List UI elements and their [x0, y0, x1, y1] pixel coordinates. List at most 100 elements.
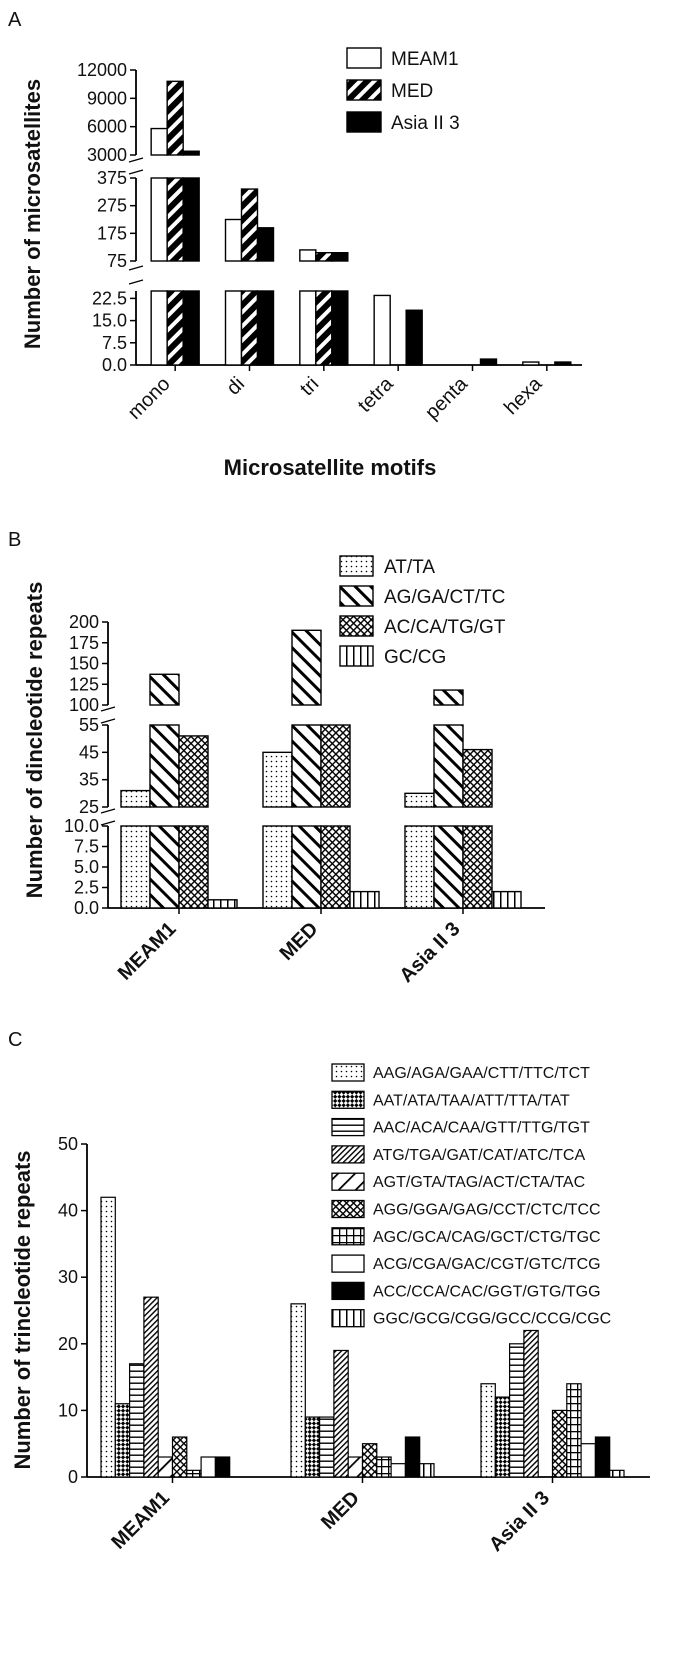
y-tick-label: 12000 — [77, 60, 127, 80]
x-axis-title: Microsatellite motifs — [224, 455, 437, 480]
bar-series-0 — [100, 1196, 116, 1478]
x-tick-label: mono — [124, 373, 175, 424]
legend-swatch — [331, 1254, 365, 1273]
legend-label: AGG/GGA/GAG/CCT/CTC/TCC — [373, 1202, 601, 1219]
bar-at-ta — [262, 825, 293, 909]
bar-ac-ca-tg-gt — [462, 825, 493, 909]
bar-series-3 — [143, 1296, 159, 1478]
bar-series-8 — [404, 1436, 421, 1478]
x-tick-label: di — [222, 373, 249, 400]
x-tick-label: MEAM1 — [114, 918, 181, 985]
legend-swatch — [331, 1063, 365, 1082]
legend-label: MED — [391, 81, 433, 102]
bar-ag-ga-ct-tc — [149, 673, 180, 706]
y-tick-label: 75 — [107, 251, 127, 271]
legend-label: ACC/CCA/CAC/GGT/GTG/TGG — [373, 1283, 601, 1300]
legend-label: GC/CG — [384, 647, 446, 668]
bar-asia-ii-3 — [256, 290, 275, 366]
legend-label: AGC/GCA/CAG/GCT/CTG/TGC — [373, 1229, 601, 1246]
y-axis-title: Number of dincleotide repeats — [22, 582, 47, 899]
bar-meam1 — [150, 127, 168, 156]
bar-asia-ii-3 — [405, 309, 423, 366]
legend-swatch — [346, 111, 382, 133]
legend-label: AT/TA — [384, 557, 435, 578]
panel-a: A 0.07.515.0 22.5 75 175 275 375 3000 6000 9000 12… — [8, 9, 582, 480]
y-tick-label: 45 — [79, 742, 99, 762]
bar-series-6 — [186, 1469, 202, 1478]
x-tick-label: MED — [276, 918, 323, 965]
legend-label: Asia II 3 — [391, 113, 460, 134]
legend-swatch — [331, 1090, 365, 1109]
bar-meam1 — [373, 294, 391, 366]
bar-series-8 — [594, 1436, 611, 1478]
panel-letter-c: C — [8, 1029, 22, 1051]
bar-ag-ga-ct-tc — [291, 825, 322, 909]
y-tick-label: 40 — [58, 1201, 78, 1221]
y-axis-title: Number of trincleotide repeats — [10, 1150, 35, 1469]
x-tick-label: Asia II 3 — [485, 1487, 554, 1556]
bar-med — [315, 290, 333, 366]
legend-swatch — [331, 1281, 365, 1301]
bar-meam1 — [150, 290, 168, 366]
y-tick-label: 0.0 — [102, 355, 127, 375]
x-tick-label: tetra — [354, 372, 398, 416]
bar-asia-ii-3 — [182, 150, 200, 156]
legend-swatch — [331, 1145, 365, 1164]
y-tick-label: 6000 — [87, 117, 127, 137]
bar-at-ta — [120, 789, 151, 808]
bar-asia-ii-3 — [331, 251, 349, 262]
bar-gc-cg — [349, 890, 380, 909]
y-tick-label: 35 — [79, 770, 99, 790]
bar-ag-ga-ct-tc — [291, 629, 322, 706]
bar-series-9 — [419, 1463, 435, 1478]
legend-swatch — [331, 1117, 365, 1137]
y-tick-label: 125 — [69, 674, 99, 694]
bar-meam1 — [224, 218, 243, 262]
bar-series-4 — [157, 1456, 174, 1478]
y-tick-label: 25 — [79, 797, 99, 817]
bar-med — [315, 251, 333, 262]
y-tick-label: 55 — [79, 715, 99, 735]
y-tick-label: 22.5 — [92, 288, 127, 308]
bar-at-ta — [404, 825, 435, 909]
legend-swatch — [331, 1309, 365, 1328]
bar-meam1 — [224, 290, 243, 366]
bar-series-9 — [609, 1469, 625, 1478]
bar-series-8 — [214, 1456, 231, 1478]
bar-ag-ga-ct-tc — [291, 724, 322, 808]
legend-label: AGT/GTA/TAG/ACT/CTA/TAC — [373, 1174, 585, 1191]
bar-asia-ii-3 — [182, 290, 200, 366]
y-tick-label: 375 — [97, 168, 127, 188]
legend-label: AG/GA/CT/TC — [384, 587, 505, 608]
legend-swatch — [339, 615, 374, 637]
bar-series-1 — [114, 1403, 131, 1478]
bar-series-1 — [304, 1416, 321, 1478]
y-tick-label: 150 — [69, 654, 99, 674]
bar-series-6 — [566, 1383, 582, 1478]
bar-ac-ca-tg-gt — [320, 724, 351, 808]
bar-asia-ii-3 — [256, 227, 275, 262]
bar-asia-ii-3 — [331, 290, 349, 366]
panel-letter-b: B — [8, 529, 21, 551]
panel-b: B 0.02.55.07.510.025 35 45 55100125150175200… — [8, 529, 545, 987]
bar-meam1 — [299, 249, 317, 262]
bar-med — [166, 177, 184, 262]
bar-meam1 — [522, 361, 540, 366]
bar-asia-ii-3 — [182, 177, 200, 262]
legend-label: GGC/GCG/CGG/GCC/CCG/CGC — [373, 1311, 611, 1328]
panel-c: C 0 10 20 30 40 50 MEAM1 MED Asia II 3 Number of t… — [8, 1029, 650, 1556]
y-tick-label: 0 — [68, 1467, 78, 1487]
x-tick-label: hexa — [500, 372, 547, 419]
bar-ag-ga-ct-tc — [149, 825, 180, 909]
y-tick-label: 5.0 — [74, 857, 99, 877]
y-tick-label: 15.0 — [92, 311, 127, 331]
legend-label: ACG/CGA/GAC/CGT/GTC/TCG — [373, 1256, 601, 1273]
y-tick-label: 175 — [69, 633, 99, 653]
y-tick-label: 10 — [58, 1400, 78, 1420]
bar-ac-ca-tg-gt — [320, 825, 351, 909]
bar-asia-ii-3 — [479, 358, 498, 366]
legend-label: MEAM1 — [391, 49, 459, 70]
y-tick-label: 7.5 — [74, 837, 99, 857]
y-tick-label: 7.5 — [102, 333, 127, 353]
y-tick-label: 0.0 — [74, 898, 99, 918]
